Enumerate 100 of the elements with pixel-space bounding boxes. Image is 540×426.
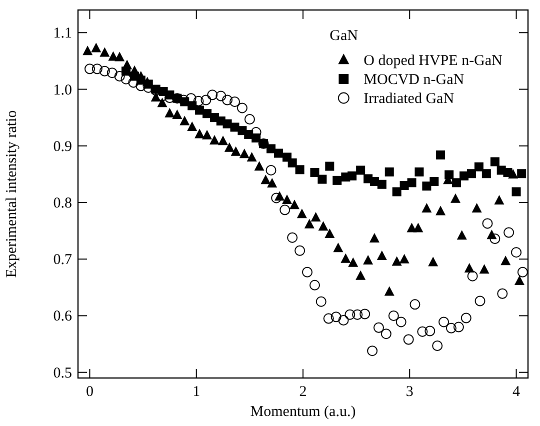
point — [517, 169, 526, 178]
point — [436, 150, 446, 160]
point — [254, 161, 264, 171]
point — [413, 222, 424, 232]
point — [310, 212, 321, 222]
point — [428, 256, 438, 266]
point — [209, 135, 220, 145]
point — [202, 109, 212, 118]
point — [202, 130, 212, 140]
point — [369, 232, 380, 242]
x-tick-label: 2 — [299, 384, 307, 400]
point — [318, 221, 328, 231]
point — [288, 158, 297, 168]
point — [180, 97, 190, 106]
point — [356, 166, 366, 175]
point — [172, 110, 182, 120]
point — [91, 42, 102, 52]
point — [474, 162, 484, 172]
point — [436, 206, 446, 216]
x-tick-label: 3 — [406, 384, 414, 400]
legend-label: MOCVD n-GaN — [364, 72, 464, 88]
point — [482, 169, 491, 178]
point — [289, 200, 300, 210]
point — [274, 191, 285, 201]
point — [500, 256, 511, 266]
point — [239, 148, 250, 158]
point — [252, 133, 261, 142]
legend-title: GaN — [330, 28, 358, 44]
point — [282, 194, 292, 204]
point — [464, 262, 474, 272]
point — [450, 193, 460, 203]
point — [392, 256, 402, 266]
point — [187, 121, 198, 131]
point — [304, 218, 314, 228]
point — [452, 178, 462, 188]
point — [348, 171, 357, 180]
point — [466, 169, 476, 178]
point — [194, 128, 205, 138]
point — [122, 60, 132, 70]
point — [494, 195, 504, 205]
point — [407, 178, 416, 188]
point — [422, 202, 432, 212]
point — [164, 108, 175, 118]
point — [399, 254, 410, 264]
point — [318, 174, 327, 184]
point — [430, 177, 439, 186]
point — [130, 65, 140, 75]
point — [356, 270, 366, 280]
y-tick-label: 0.7 — [53, 252, 72, 268]
point — [266, 144, 276, 154]
point — [414, 167, 424, 176]
point — [479, 264, 490, 274]
point — [363, 255, 374, 265]
y-tick-label: 0.6 — [53, 308, 72, 325]
point — [486, 230, 497, 240]
point — [310, 168, 320, 177]
point — [296, 208, 307, 218]
point — [274, 148, 283, 158]
point — [377, 180, 386, 189]
point — [340, 253, 351, 263]
point — [512, 187, 521, 196]
point — [114, 52, 125, 62]
y-tick-label: 1.1 — [53, 26, 72, 42]
point — [295, 165, 304, 174]
legend-label: Irradiated GaN — [364, 91, 454, 107]
point — [246, 152, 257, 162]
y-tick-label: 0.9 — [53, 138, 72, 155]
point — [218, 136, 228, 146]
point — [384, 167, 394, 176]
point — [472, 202, 482, 212]
point — [267, 178, 278, 188]
point — [348, 257, 358, 267]
point — [456, 230, 467, 240]
y-tick-label: 0.5 — [53, 365, 72, 382]
x-axis-title: Momentum (a.u.) — [250, 404, 356, 420]
point — [324, 228, 335, 238]
point — [157, 98, 168, 108]
point — [150, 92, 161, 102]
x-tick-label: 4 — [512, 384, 521, 400]
point — [384, 286, 394, 296]
point — [514, 275, 524, 285]
point — [230, 146, 241, 156]
point — [224, 142, 234, 152]
point — [180, 116, 190, 126]
point — [188, 101, 197, 110]
point — [82, 46, 93, 56]
point — [332, 176, 342, 185]
point — [260, 174, 271, 184]
point — [508, 169, 518, 178]
y-axis-title: Experimental intensity ratio — [4, 110, 20, 278]
point — [490, 157, 500, 166]
x-tick-label: 1 — [192, 384, 200, 400]
y-tick-label: 1.0 — [53, 82, 72, 98]
x-tick-label: 0 — [86, 384, 94, 400]
point — [333, 242, 344, 252]
point — [376, 250, 387, 260]
y-tick-label: 0.8 — [53, 195, 72, 212]
point — [422, 182, 432, 191]
legend-label: O doped HVPE n-GaN — [364, 53, 503, 69]
point — [392, 187, 402, 196]
